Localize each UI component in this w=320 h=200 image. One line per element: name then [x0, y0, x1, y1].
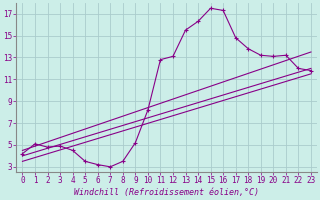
X-axis label: Windchill (Refroidissement éolien,°C): Windchill (Refroidissement éolien,°C) [74, 188, 259, 197]
